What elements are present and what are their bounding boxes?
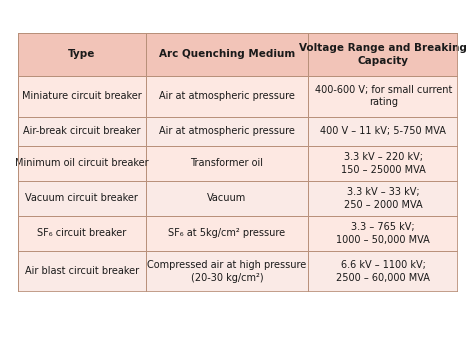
Bar <box>146 251 309 292</box>
Text: 3.3 – 765 kV;
1000 – 50,000 MVA: 3.3 – 765 kV; 1000 – 50,000 MVA <box>337 222 430 245</box>
Bar <box>309 251 458 292</box>
Text: 400 V – 11 kV; 5-750 MVA: 400 V – 11 kV; 5-750 MVA <box>320 126 446 136</box>
Text: Vacuum circuit breaker: Vacuum circuit breaker <box>26 193 138 203</box>
Bar <box>309 181 458 216</box>
Bar <box>309 216 458 251</box>
Text: Voltage Range and Breaking
Capacity: Voltage Range and Breaking Capacity <box>299 43 467 66</box>
Bar <box>18 146 146 181</box>
Text: Air blast circuit breaker: Air blast circuit breaker <box>25 267 139 277</box>
Bar <box>309 76 458 117</box>
Text: Arc Quenching Medium: Arc Quenching Medium <box>159 49 295 59</box>
Text: SF₆ at 5kg/cm² pressure: SF₆ at 5kg/cm² pressure <box>168 228 285 238</box>
Bar <box>146 33 309 76</box>
Bar <box>18 76 146 117</box>
Text: 3.3 kV – 220 kV;
150 – 25000 MVA: 3.3 kV – 220 kV; 150 – 25000 MVA <box>341 152 426 175</box>
Bar <box>309 33 458 76</box>
Text: 6.6 kV – 1100 kV;
2500 – 60,000 MVA: 6.6 kV – 1100 kV; 2500 – 60,000 MVA <box>336 260 430 283</box>
Bar <box>146 146 309 181</box>
Bar <box>18 251 146 292</box>
Bar <box>309 117 458 146</box>
Bar <box>146 76 309 117</box>
Text: Compressed air at high pressure
(20-30 kg/cm²): Compressed air at high pressure (20-30 k… <box>147 260 307 283</box>
Text: 3.3 kV – 33 kV;
250 – 2000 MVA: 3.3 kV – 33 kV; 250 – 2000 MVA <box>344 187 422 209</box>
Bar <box>146 181 309 216</box>
Text: 400-600 V; for small current
rating: 400-600 V; for small current rating <box>315 85 452 108</box>
Text: Miniature circuit breaker: Miniature circuit breaker <box>22 91 142 101</box>
Bar <box>18 117 146 146</box>
Text: Minimum oil circuit breaker: Minimum oil circuit breaker <box>15 158 149 168</box>
Text: Air at atmospheric pressure: Air at atmospheric pressure <box>159 126 295 136</box>
Text: Air at atmospheric pressure: Air at atmospheric pressure <box>159 91 295 101</box>
Bar <box>18 33 146 76</box>
Bar <box>146 117 309 146</box>
Text: Type: Type <box>68 49 95 59</box>
Bar <box>18 181 146 216</box>
Bar <box>18 216 146 251</box>
Text: Air-break circuit breaker: Air-break circuit breaker <box>23 126 141 136</box>
Text: Transformer oil: Transformer oil <box>191 158 264 168</box>
Bar <box>309 146 458 181</box>
Text: Vacuum: Vacuum <box>207 193 246 203</box>
Bar <box>146 216 309 251</box>
Text: SF₆ circuit breaker: SF₆ circuit breaker <box>37 228 127 238</box>
